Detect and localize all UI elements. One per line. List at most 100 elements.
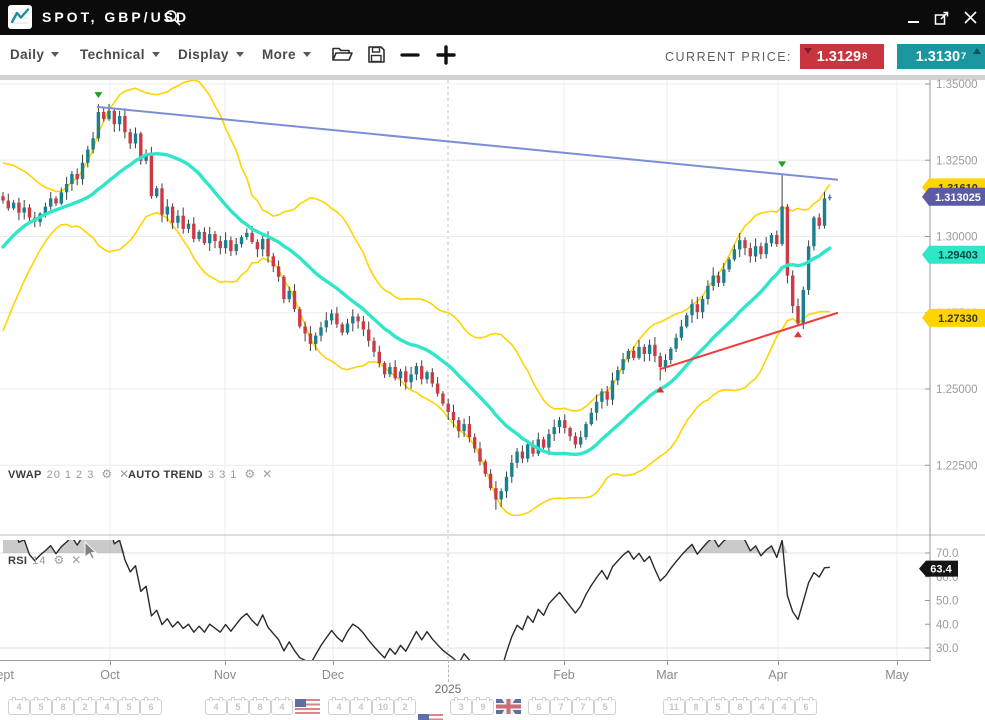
calendar-event-icon[interactable]: 6 [140, 696, 162, 715]
month-tick [225, 660, 226, 665]
rsi-name: RSI [8, 555, 28, 567]
year-boundary-line [448, 660, 449, 682]
rsi-pane [3, 540, 830, 660]
event-bar: 4 5 8 2 4 5 6 4 5 8 4 4 4 10 2 3 9 6 7 7 5 11 8 5 8 4 4 6 [0, 695, 985, 720]
menu-more[interactable]: More [262, 47, 311, 62]
calendar-event-icon[interactable]: 6 [528, 696, 550, 715]
calendar-event-icon[interactable]: 3 [450, 696, 472, 715]
month-label: Dec [321, 668, 345, 682]
month-tick [110, 660, 111, 665]
pivot-low-marker-icon [794, 331, 802, 338]
calendar-event-icon[interactable]: 4 [8, 696, 30, 715]
vwap-indicator-label: VWAP 20 1 2 3 ⚙ ✕ [8, 467, 130, 481]
zoom-in-icon[interactable] [436, 43, 456, 67]
month-label: Feb [553, 668, 575, 682]
calendar-event-icon[interactable]: 8 [729, 696, 751, 715]
calendar-event-icon[interactable]: 4 [328, 696, 350, 715]
vwap-name: VWAP [8, 469, 42, 481]
price-chart[interactable]: 1.350001.325001.300001.275001.250001.225… [0, 75, 985, 660]
calendar-event-icon[interactable]: 4 [271, 696, 293, 715]
svg-text:30.0: 30.0 [936, 643, 958, 655]
time-axis: Sept Oct Nov Dec Feb Mar Apr May 2025 [0, 660, 985, 696]
calendar-event-icon[interactable]: 11 [663, 696, 685, 715]
calendar-event-icon[interactable]: 5 [30, 696, 52, 715]
month-tick [667, 660, 668, 665]
popout-button[interactable] [933, 9, 951, 27]
search-icon[interactable] [164, 9, 182, 27]
vwap-settings-gear-icon[interactable]: ⚙ [101, 467, 113, 481]
calendar-event-icon[interactable]: 7 [572, 696, 594, 715]
calendar-event-icon[interactable]: 4 [205, 696, 227, 715]
bollinger-lower-line [2, 211, 830, 517]
pivot-low-marker-icon [656, 386, 665, 393]
candles [1, 103, 832, 510]
auto-trendline-support [659, 311, 839, 371]
calendar-event-icon[interactable]: 8 [52, 696, 74, 715]
save-icon[interactable] [367, 45, 386, 64]
svg-text:1.22500: 1.22500 [936, 460, 978, 472]
vwap-line [1, 151, 832, 457]
calendar-event-icon[interactable]: 4 [350, 696, 372, 715]
menu-display[interactable]: Display [178, 47, 244, 62]
calendar-event-icon[interactable]: 2 [74, 696, 96, 715]
month-label: Apr [768, 668, 788, 682]
us-flag-icon[interactable] [295, 699, 320, 714]
gridlines [0, 75, 985, 660]
svg-text:1.25000: 1.25000 [936, 384, 978, 396]
close-button[interactable] [961, 9, 979, 27]
zoom-out-icon[interactable] [400, 47, 420, 63]
calendar-event-icon[interactable]: 9 [472, 696, 494, 715]
svg-text:70.0: 70.0 [936, 548, 958, 560]
month-label: May [885, 668, 909, 682]
us-flag-icon[interactable] [418, 714, 443, 720]
svg-text:1.30000: 1.30000 [936, 232, 978, 244]
menu-technical[interactable]: Technical [80, 47, 160, 62]
rsi-remove-icon[interactable]: ✕ [71, 553, 82, 567]
bid-price-badge: 1.3129 8 [800, 44, 884, 69]
calendar-event-icon[interactable]: 4 [751, 696, 773, 715]
month-label: Mar [656, 668, 678, 682]
calendar-event-icon[interactable]: 10 [372, 696, 394, 715]
calendar-event-icon[interactable]: 5 [118, 696, 140, 715]
calendar-event-icon[interactable]: 5 [227, 696, 249, 715]
autotrend-settings-gear-icon[interactable]: ⚙ [244, 467, 256, 481]
vwap-remove-icon[interactable]: ✕ [119, 467, 130, 481]
menu-daily[interactable]: Daily [10, 47, 60, 62]
calendar-event-icon[interactable]: 4 [96, 696, 118, 715]
calendar-event-icon[interactable]: 4 [773, 696, 795, 715]
calendar-event-icon[interactable]: 7 [550, 696, 572, 715]
autotrend-name: AUTO TREND [128, 469, 203, 481]
rsi-indicator-label: RSI 14 ⚙ ✕ [8, 553, 82, 567]
price-tag-3: 1.27330 [922, 308, 985, 327]
calendar-event-icon[interactable]: 5 [594, 696, 616, 715]
calendar-event-icon[interactable]: 6 [795, 696, 817, 715]
current-price-label: CURRENT PRICE: [665, 50, 793, 64]
chevron-down-icon [151, 52, 160, 57]
window-controls [905, 0, 979, 35]
uk-flag-icon[interactable] [496, 699, 521, 714]
year-label: 2025 [434, 682, 462, 696]
price-tag-2: 1.29403 [922, 245, 985, 264]
mouse-cursor-icon [84, 541, 98, 560]
autotrend-remove-icon[interactable]: ✕ [262, 467, 273, 481]
axis-line [0, 660, 931, 661]
calendar-event-icon[interactable]: 5 [707, 696, 729, 715]
window-title: SPOT, GBP/USD [42, 9, 190, 25]
bollinger-bands [2, 80, 831, 517]
calendar-event-icon[interactable]: 8 [685, 696, 707, 715]
month-tick [778, 660, 779, 665]
calendar-event-icon[interactable]: 2 [394, 696, 416, 715]
price-tag-1: 1.313025 [922, 187, 985, 206]
rsi-settings-gear-icon[interactable]: ⚙ [53, 553, 65, 567]
month-tick [564, 660, 565, 665]
svg-text:40.0: 40.0 [936, 619, 958, 631]
svg-text:1.29403: 1.29403 [938, 250, 978, 262]
month-label: Nov [213, 668, 237, 682]
rsi-line [17, 540, 830, 660]
pivot-high-marker-icon [94, 92, 103, 99]
open-folder-icon[interactable] [331, 45, 353, 64]
calendar-event-icon[interactable]: 8 [249, 696, 271, 715]
svg-text:50.0: 50.0 [936, 596, 958, 608]
minimize-button[interactable] [905, 9, 923, 27]
